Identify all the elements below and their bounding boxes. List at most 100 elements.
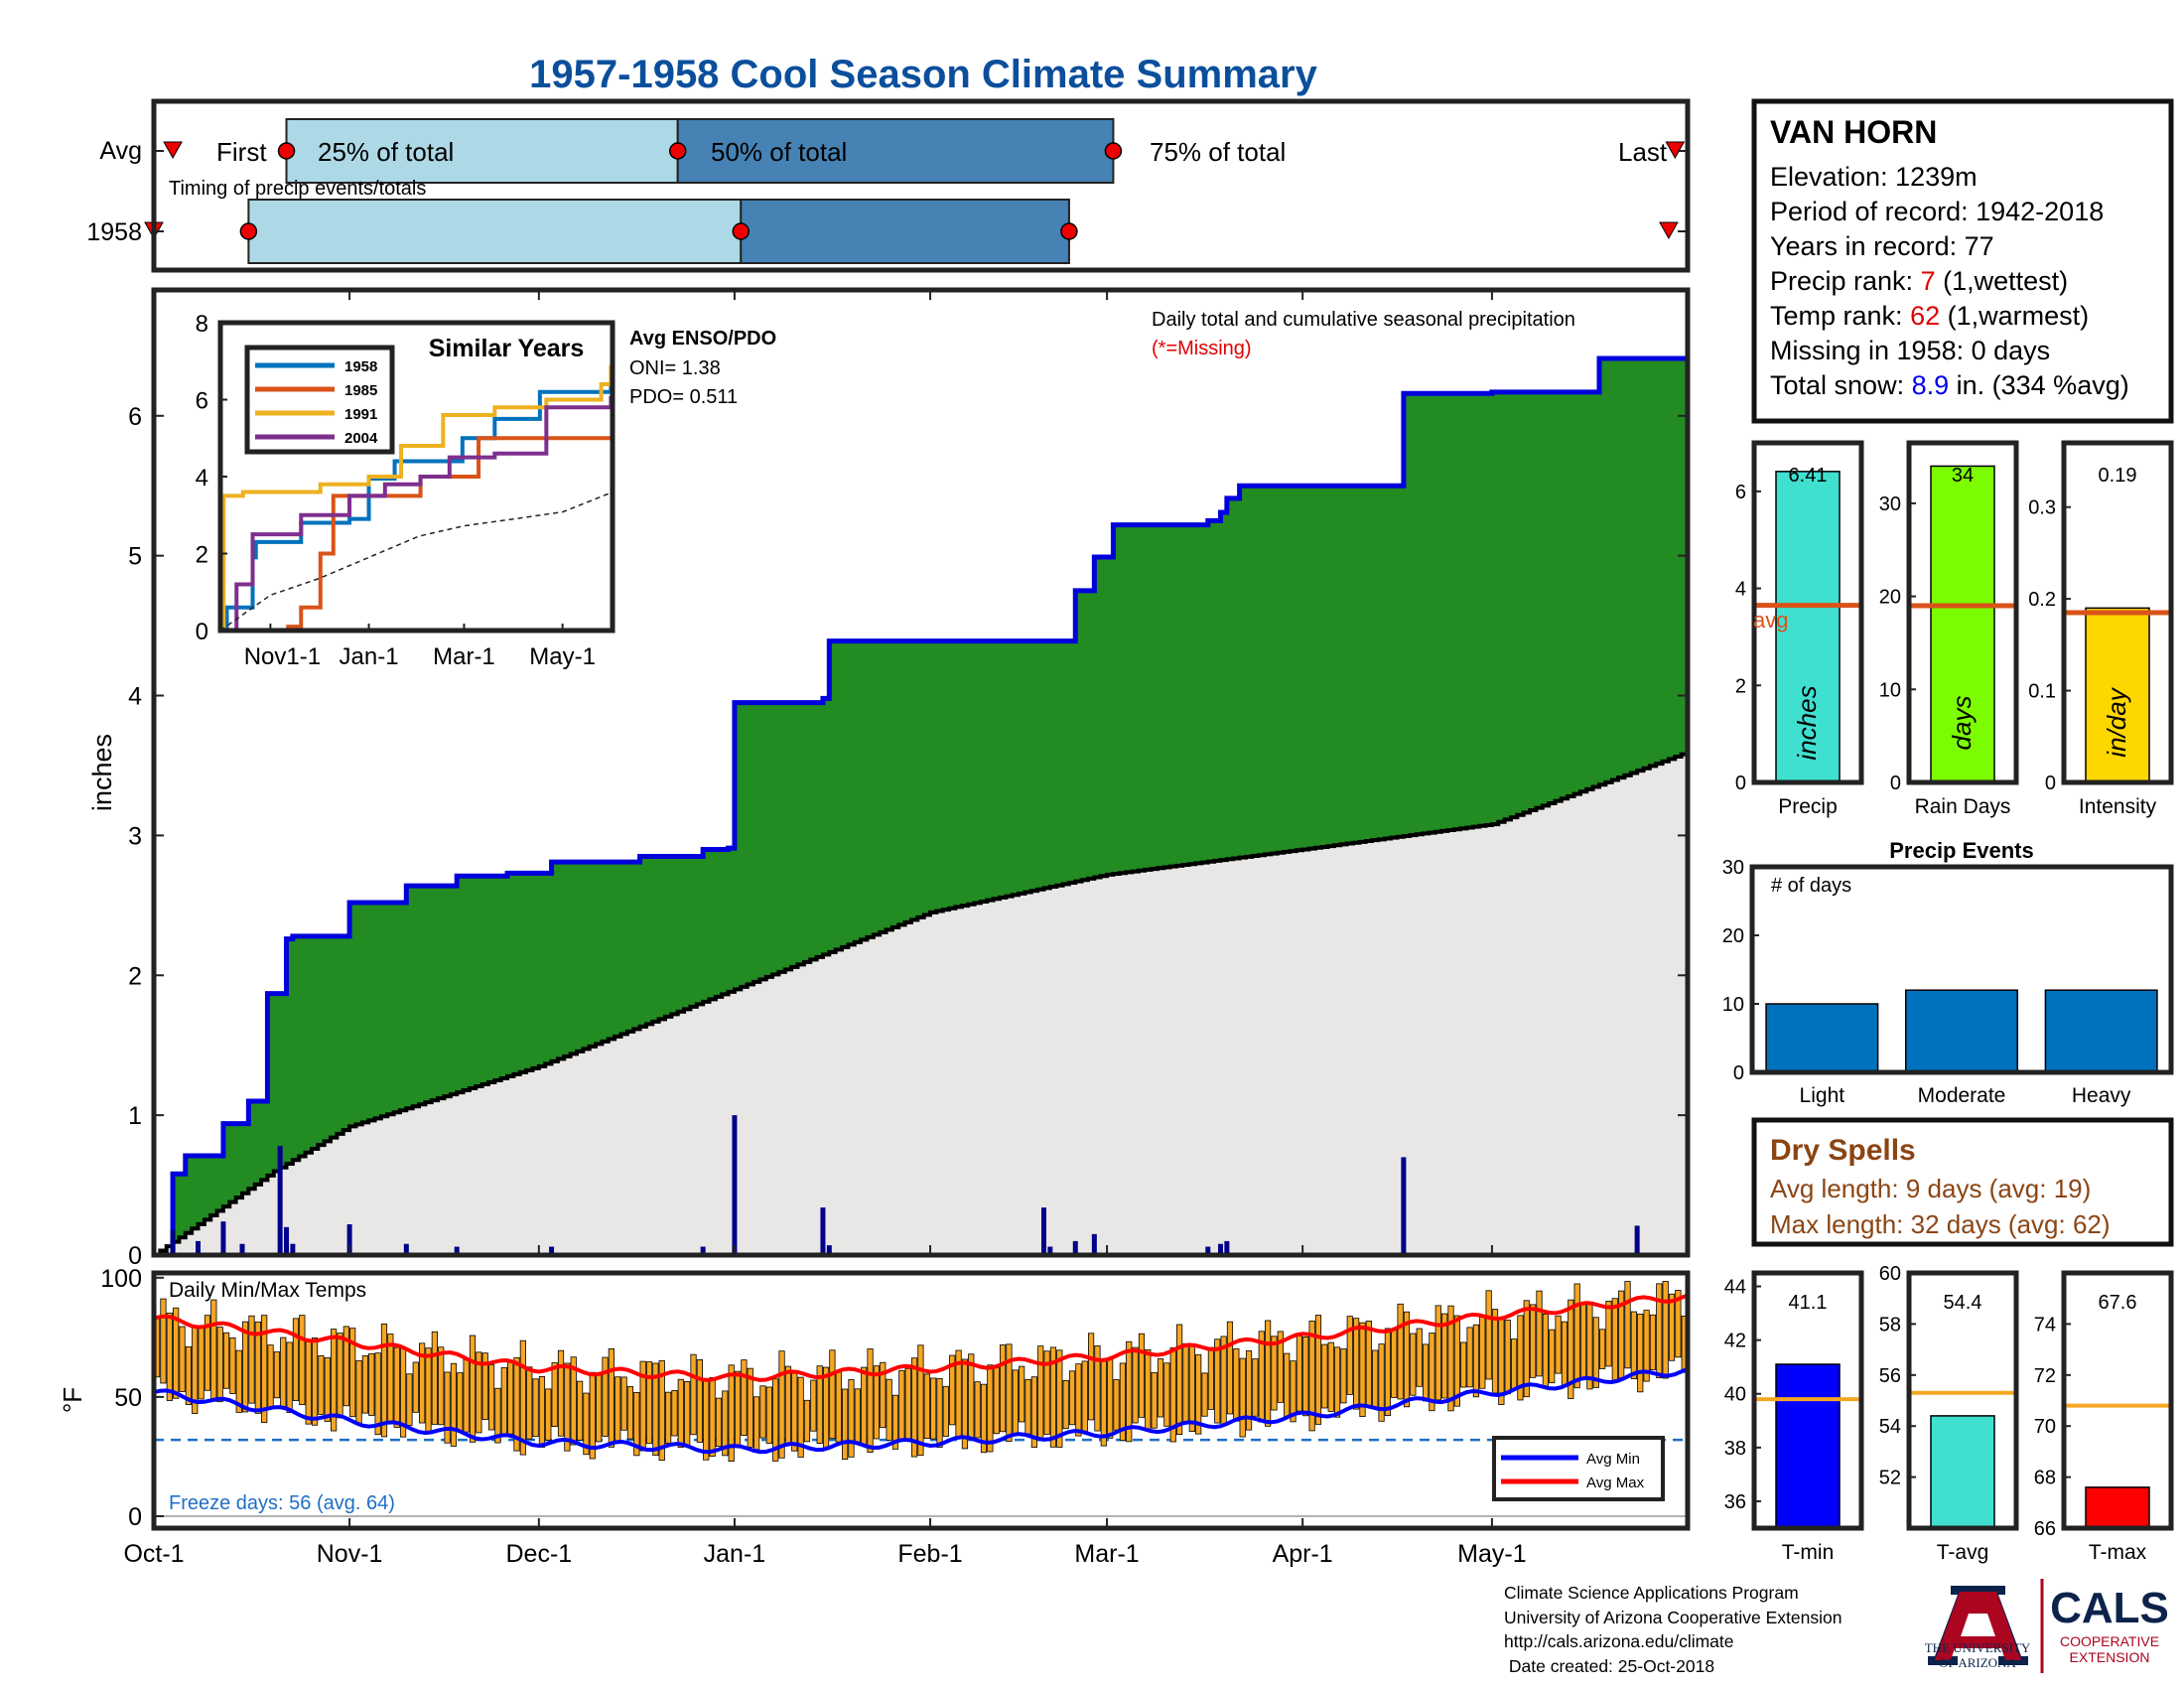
main-y-tick-label: 4	[128, 683, 142, 711]
daily-temp-bar	[910, 1357, 918, 1458]
daily-precip-bar	[170, 1229, 176, 1255]
inset-legend-2004: 2004	[344, 430, 378, 447]
summary-value-label-0: 6.41	[1789, 465, 1828, 487]
daily-temp-bar	[1302, 1336, 1309, 1417]
daily-temp-bar	[658, 1359, 665, 1462]
daily-precip-bar	[1634, 1225, 1640, 1255]
temp-summary-bar-0	[1775, 1363, 1841, 1529]
daily-temp-bar	[248, 1315, 255, 1404]
daily-precip-bar	[549, 1246, 555, 1255]
temp-summary-bars: 36 38 40 42 44 41.1 T-min 52 54 56 58 60 54.4 T-avg 66…	[1724, 1263, 2174, 1564]
daily-temp-bar	[173, 1307, 180, 1399]
inset-frame	[217, 320, 615, 633]
daily-temp-bar	[229, 1337, 236, 1394]
daily-precip-bar	[1224, 1240, 1230, 1255]
daily-temp-bar	[1188, 1344, 1195, 1432]
daily-temp-bar	[438, 1346, 445, 1426]
footer-line-3[interactable]: http://cals.arizona.edu/climate	[1504, 1631, 1734, 1651]
daily-temp-bar	[1611, 1298, 1618, 1381]
station-precip-rank: Precip rank: 7 (1,wettest)	[1770, 266, 2068, 296]
daily-temp-bar	[1649, 1314, 1657, 1370]
daily-temp-bar	[361, 1355, 369, 1414]
daily-temp-bar	[709, 1377, 716, 1458]
temp-summary-value-0: 41.1	[1789, 1292, 1828, 1314]
temp-summary-y-tick-label: 40	[1724, 1384, 1746, 1406]
daily-temp-bar	[1245, 1350, 1253, 1431]
temp-summary-y-tick-label: 44	[1724, 1277, 1746, 1299]
temp-summary-bar-1	[1930, 1415, 1995, 1529]
daily-temp-bar	[1006, 1343, 1013, 1443]
daily-temp-bar	[179, 1326, 186, 1392]
daily-temp-bar	[728, 1364, 735, 1462]
temp-legend-min: Avg Min	[1586, 1451, 1640, 1468]
daily-precip-bar	[1218, 1243, 1224, 1255]
daily-temp-bar	[987, 1364, 994, 1453]
temp-summary-value-2: 67.6	[2099, 1292, 2137, 1314]
daily-temp-bar	[1510, 1338, 1518, 1389]
station-period: Period of record: 1942-2018	[1770, 197, 2104, 226]
daily-temp-bar	[1107, 1358, 1114, 1439]
page-title: 1957-1958 Cool Season Climate Summary	[529, 53, 1317, 96]
footer-line-4: Date created: 25-Oct-2018	[1504, 1655, 1715, 1676]
temp-summary-y-tick-label: 56	[1879, 1365, 1901, 1387]
x-tick-label: Dec-1	[505, 1540, 572, 1568]
daily-temp-bar	[1668, 1293, 1676, 1361]
freeze-days-label: Freeze days: 56 (avg. 64)	[169, 1492, 395, 1514]
footer-line-2: University of Arizona Cooperative Extens…	[1504, 1607, 1843, 1627]
daily-temp-bar	[1643, 1310, 1650, 1382]
temp-summary-y-tick-label: 60	[1879, 1263, 1901, 1285]
timing-year-quartile-dot	[239, 222, 258, 240]
daily-temp-bar	[608, 1348, 614, 1448]
daily-precip-bar	[826, 1245, 832, 1255]
daily-temp-bar	[1579, 1304, 1587, 1380]
daily-temp-bar	[1346, 1316, 1353, 1395]
daily-temp-bar	[166, 1312, 173, 1401]
temp-summary-y-tick-label: 54	[1879, 1416, 1901, 1438]
daily-temp-bar	[602, 1356, 609, 1437]
x-tick-label: Nov-1	[317, 1540, 383, 1568]
daily-temp-bar	[677, 1378, 684, 1449]
daily-precip-bar	[732, 1115, 738, 1255]
daily-temp-bar	[898, 1369, 905, 1440]
daily-temp-bar	[1434, 1305, 1441, 1401]
summary-y-tick-label: 0.2	[2028, 589, 2056, 611]
cumulative-precip-line	[154, 355, 1688, 1258]
daily-temp-bar	[854, 1388, 861, 1443]
main-plot-marks: Oct-1 Nov-1 Dec-1 Jan-1 Feb-1 Mar-1 Apr-1 May-1…	[123, 290, 1688, 1568]
daily-temp-bar	[999, 1344, 1007, 1433]
timing-marks	[144, 118, 1688, 264]
daily-temp-bar	[1568, 1299, 1574, 1399]
daily-temp-bar	[1630, 1311, 1637, 1379]
daily-temp-bar	[1081, 1360, 1088, 1432]
daily-temp-bar	[583, 1392, 590, 1456]
daily-temp-bar	[318, 1355, 325, 1415]
main-y-tick-label: 6	[128, 403, 142, 431]
daily-temp-bar	[1100, 1359, 1107, 1447]
timing-year-first-last-marker	[1659, 221, 1679, 240]
daily-precip-bar	[700, 1246, 706, 1255]
x-tick-label: Apr-1	[1273, 1540, 1333, 1568]
daily-temp-bar	[753, 1396, 760, 1451]
temp-plot-marks: 0 50 100	[100, 1265, 1689, 1531]
enso-title: Avg ENSO/PDO	[629, 328, 776, 350]
summary-panel-frame-1	[1906, 440, 2019, 785]
daily-temp-bar	[1327, 1341, 1334, 1412]
daily-temp-bar	[355, 1359, 362, 1425]
daily-temp-bar	[487, 1364, 495, 1431]
daily-temp-bar	[980, 1383, 988, 1454]
daily-temp-bar	[222, 1332, 230, 1389]
daily-temp-bar	[450, 1362, 458, 1447]
daily-temp-bar	[936, 1377, 943, 1448]
summary-xlabel-2: Intensity	[2079, 795, 2157, 818]
daily-temp-bar	[1586, 1302, 1593, 1390]
daily-temp-bar	[1075, 1363, 1082, 1437]
precip-events-title: Precip Events	[1889, 838, 2034, 863]
daily-temp-bar	[861, 1366, 868, 1446]
summary-y-tick-label: 0.1	[2028, 681, 2056, 703]
daily-temp-bar	[406, 1373, 413, 1426]
daily-temp-bar	[1333, 1346, 1341, 1418]
precip-events-marks: Light Moderate Heavy 0 10 20 30	[1722, 857, 2158, 1107]
daily-temp-bar	[867, 1348, 874, 1453]
daily-temp-bar	[848, 1378, 855, 1458]
inset-x-tick-label: Jan-1	[340, 643, 399, 670]
